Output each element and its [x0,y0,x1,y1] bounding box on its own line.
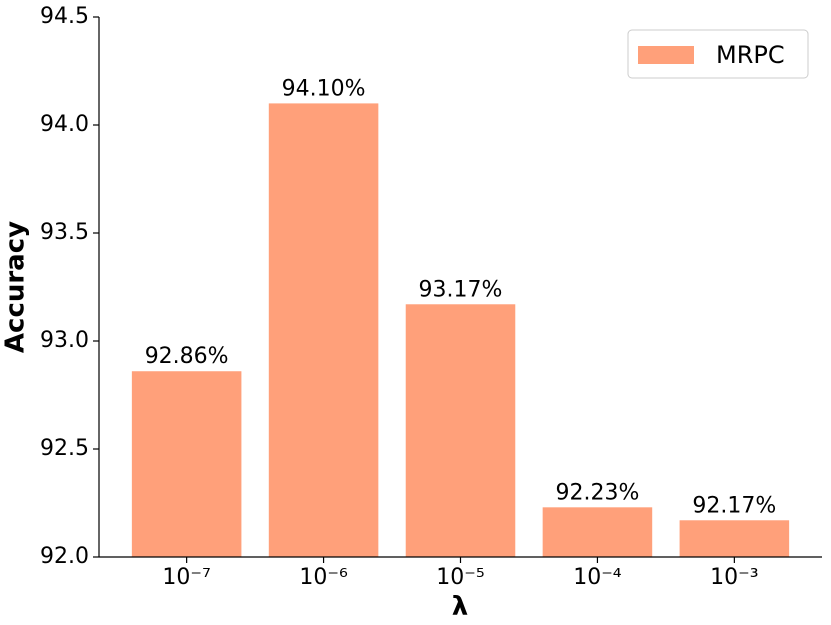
bar [542,507,653,557]
y-axis-label: Accuracy [1,221,31,353]
x-tick-label: 10⁻⁷ [162,565,210,590]
bar [679,520,790,557]
bar [131,371,242,557]
x-tick-label: 10⁻⁶ [299,565,348,590]
value-label: 92.23% [555,480,639,505]
legend-label: MRPC [716,41,785,69]
legend-swatch [638,46,694,64]
bar [268,103,379,558]
value-label: 92.86% [145,344,229,369]
x-axis-label: λ [452,592,468,622]
x-tick-label: 10⁻³ [710,565,758,590]
legend-box [627,29,809,79]
value-label: 93.17% [419,277,503,302]
y-tick-label: 94.5 [40,4,89,29]
y-tick-label: 94.0 [40,112,89,137]
y-tick-label: 92.5 [40,436,89,461]
x-tick-label: 10⁻⁴ [573,565,622,590]
y-tick-label: 93.5 [40,220,89,245]
y-tick-label: 92.0 [40,544,89,569]
x-tick-label: 10⁻⁵ [436,565,484,590]
bar [405,304,516,557]
y-tick-label: 93.0 [40,328,89,353]
value-label: 94.10% [282,76,366,101]
value-label: 92.17% [692,493,776,518]
